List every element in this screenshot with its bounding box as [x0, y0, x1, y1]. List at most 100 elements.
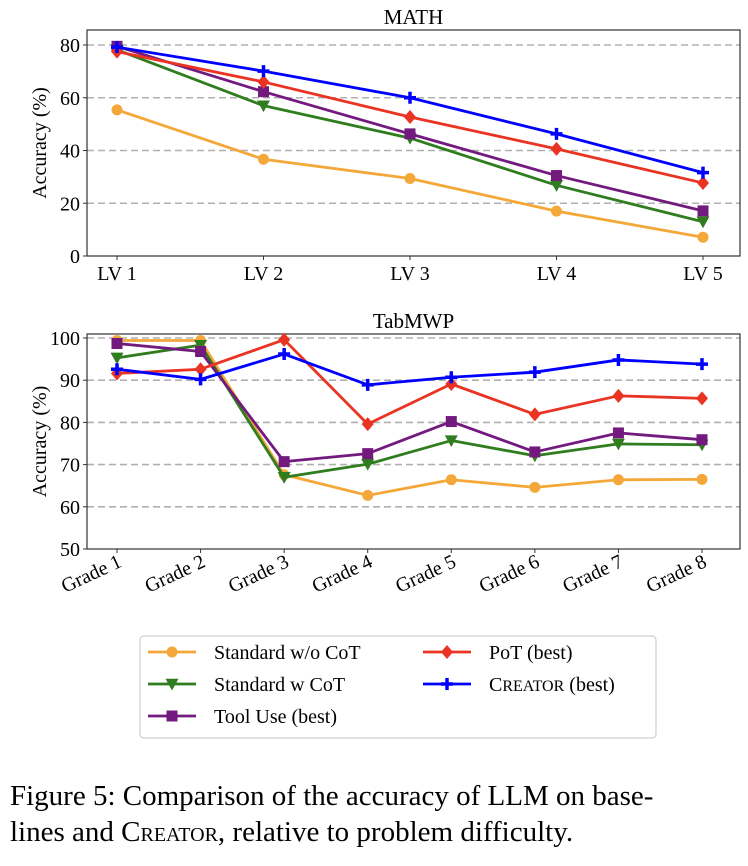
legend-label: Tool Use (best): [214, 706, 337, 728]
y-axis-label: Accuracy (%): [29, 87, 51, 199]
y-tick-label: 60: [60, 497, 80, 519]
marker-circle: [362, 489, 374, 501]
marker-plus: [278, 348, 291, 361]
marker-triangle: [194, 339, 208, 352]
series-line: [116, 338, 703, 426]
marker-circle: [697, 231, 709, 243]
marker-triangle: [444, 435, 458, 448]
marker-square: [612, 427, 624, 439]
x-tick-label: Grade 6: [476, 551, 543, 598]
series-creator-best-: [111, 348, 708, 391]
marker-plus: [528, 366, 541, 379]
marker-circle: [111, 104, 123, 116]
legend-label: Standard w CoT: [214, 674, 345, 696]
y-axis-label: Accuracy (%): [29, 386, 51, 498]
series-line: [116, 45, 704, 175]
y-tick-label: 60: [60, 88, 80, 110]
marker-diamond: [257, 74, 270, 89]
y-tick-label: 50: [60, 539, 80, 561]
marker-triangle: [550, 180, 563, 192]
marker-plus: [111, 363, 123, 376]
x-tick-label: LV 4: [537, 263, 576, 285]
marker-diamond: [696, 391, 708, 406]
marker-square: [445, 416, 457, 428]
series-pot-best-: [111, 332, 708, 432]
series-line: [116, 343, 703, 479]
series-line: [117, 339, 703, 497]
marker-triangle: [696, 216, 710, 229]
marker-triangle: [361, 458, 375, 471]
marker-triangle: [165, 678, 179, 691]
legend-label: PoT (best): [489, 642, 573, 664]
x-tick-label: LV 5: [683, 263, 722, 285]
marker-plus: [194, 373, 207, 386]
marker-circle: [166, 646, 178, 658]
marker-plus: [257, 65, 270, 78]
marker-diamond: [441, 645, 453, 659]
marker-plus: [697, 166, 709, 179]
marker-plus: [361, 378, 374, 391]
marker-square: [166, 710, 178, 722]
legend-label: Standard w/o CoT: [214, 642, 361, 664]
marker-square: [696, 434, 708, 446]
marker-circle: [258, 153, 269, 165]
legend-label: CREATOR (best): [489, 674, 615, 696]
x-tick-label: Grade 4: [309, 551, 376, 598]
marker-square: [551, 170, 562, 182]
legend-entry: Tool Use (best): [148, 706, 337, 728]
marker-square: [529, 446, 541, 458]
marker-plus: [445, 371, 458, 384]
marker-diamond: [404, 110, 416, 125]
legend-box: [139, 635, 657, 739]
marker-circle: [445, 474, 457, 486]
math-chart: MATH 0 20 40 60 80 Accuracy (%) LV 1 LV 2 LV 3 LV …: [29, 5, 741, 285]
marker-circle: [612, 474, 624, 486]
figure-caption: Figure 5: Comparison of the accuracy of …: [10, 778, 740, 850]
marker-circle: [529, 481, 541, 493]
marker-square: [362, 448, 374, 460]
x-tick-label: Grade 2: [142, 551, 209, 598]
marker-circle: [551, 205, 562, 217]
y-tick-label: 80: [60, 35, 80, 57]
marker-plus: [111, 41, 123, 54]
y-tick-label: 90: [60, 370, 80, 392]
caption-method-name: Creator: [121, 816, 218, 848]
series-standard-w-o-cot: [111, 104, 709, 243]
caption-line-2-start: lines and: [10, 816, 122, 848]
plot-frame: [86, 29, 741, 257]
series-pot-best-: [111, 44, 709, 190]
marker-diamond: [528, 407, 541, 422]
marker-diamond: [194, 362, 207, 377]
x-tick-label: LV 3: [390, 263, 429, 285]
caption-line-2-end: , relative to problem difficulty.: [217, 816, 574, 848]
marker-triangle: [277, 472, 291, 484]
x-tick-label: LV 2: [244, 263, 283, 285]
marker-triangle: [611, 438, 625, 451]
marker-plus: [612, 353, 625, 366]
chart-title: TabMWP: [373, 309, 454, 333]
legend: Standard w/o CoT Standard w CoT Tool Use (…: [139, 635, 657, 739]
marker-square: [404, 128, 416, 140]
y-tick-label: 0: [70, 246, 80, 268]
series-tool-use-best-: [111, 40, 709, 217]
marker-diamond: [361, 417, 374, 432]
marker-square: [258, 86, 269, 98]
marker-plus: [404, 91, 416, 104]
y-tick-label: 70: [60, 455, 80, 477]
marker-plus: [441, 678, 453, 690]
marker-diamond: [445, 376, 458, 391]
x-tick-label: Grade 5: [392, 551, 459, 598]
marker-diamond: [612, 388, 625, 403]
x-tick-label: Grade 7: [559, 551, 626, 598]
marker-plus: [550, 127, 563, 140]
series-tool-use-best-: [111, 337, 708, 468]
caption-line-1: Figure 5: Comparison of the accuracy of …: [10, 780, 654, 812]
legend-entry: Standard w/o CoT: [148, 642, 361, 664]
legend-entry: PoT (best): [423, 642, 573, 664]
series-standard-w-cot: [110, 339, 709, 484]
marker-square: [195, 346, 207, 358]
chart-title: MATH: [384, 5, 444, 29]
y-tick-label: 100: [50, 328, 80, 350]
